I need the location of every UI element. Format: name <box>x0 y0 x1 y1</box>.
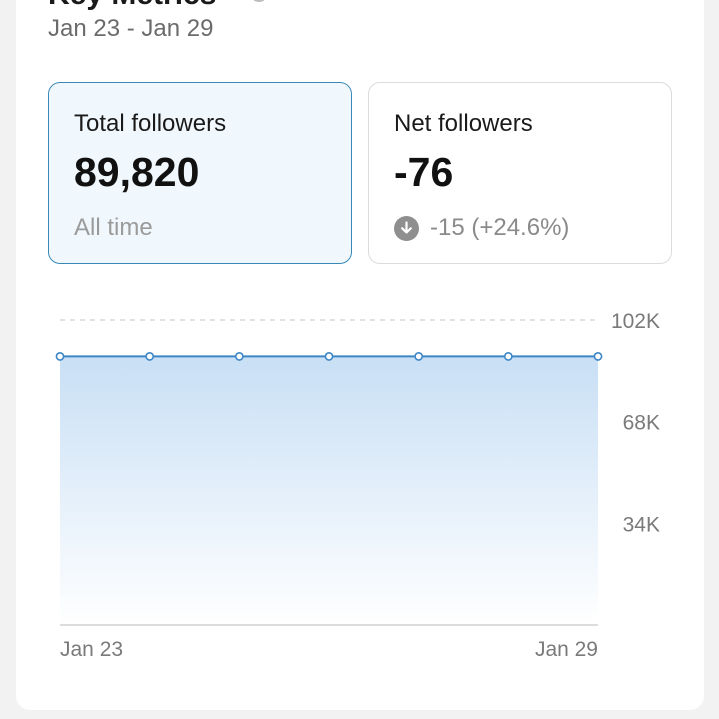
data-point-jan-26[interactable] <box>324 352 334 361</box>
net-followers-delta: -15 (+24.6%) <box>430 214 570 241</box>
y-tick-label: 68K <box>623 412 660 435</box>
y-tick-label: 102K <box>611 310 660 333</box>
total-followers-period: All time <box>74 214 153 241</box>
x-tick-label: Jan 29 <box>535 638 598 661</box>
data-point-jan-27[interactable] <box>414 352 424 361</box>
data-point-jan-24[interactable] <box>145 352 155 361</box>
y-tick-label: 34K <box>623 513 660 536</box>
area-fill <box>60 356 598 625</box>
total-followers-tile[interactable]: Total followers 89,820 All time <box>48 82 352 264</box>
arrow-down-circle-icon <box>394 215 419 241</box>
net-followers-tile[interactable]: Net followers -76 -15 (+24.6%) <box>368 82 672 264</box>
data-point-jan-25[interactable] <box>234 352 244 361</box>
date-range[interactable]: Jan 23 - Jan 29 <box>48 15 214 42</box>
total-followers-label: Total followers <box>74 110 227 137</box>
net-followers-value: -76 <box>394 149 454 195</box>
section-title: Key Metrics <box>48 0 216 12</box>
net-followers-label: Net followers <box>394 110 533 137</box>
data-point-jan-23[interactable] <box>55 352 65 361</box>
net-followers-change: -15 (+24.6%) <box>394 214 569 242</box>
info-icon[interactable] <box>250 0 268 2</box>
total-followers-value: 89,820 <box>74 149 200 195</box>
data-point-jan-28[interactable] <box>503 352 513 361</box>
x-tick-label: Jan 23 <box>60 638 123 661</box>
data-point-jan-29[interactable] <box>593 352 603 361</box>
